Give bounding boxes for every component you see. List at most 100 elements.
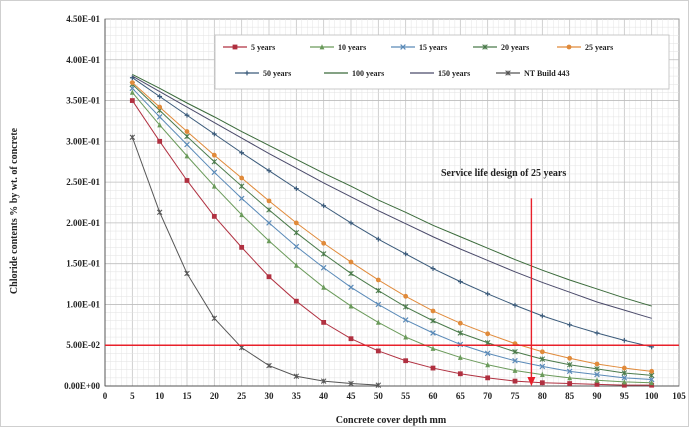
series-line — [132, 77, 652, 348]
x-tick-label: 80 — [538, 391, 548, 401]
data-point — [321, 319, 327, 325]
x-tick-label: 40 — [319, 391, 329, 401]
series-line — [131, 83, 652, 376]
legend-entry-nt-build-443: NT Build 443 — [496, 69, 570, 78]
data-point — [321, 284, 327, 290]
data-point — [566, 368, 573, 375]
data-point — [184, 141, 190, 148]
data-point — [375, 348, 381, 354]
data-point — [375, 382, 382, 388]
series-50-years — [129, 75, 655, 350]
x-tick-label: 15 — [183, 391, 193, 401]
data-point — [485, 375, 491, 381]
legend-swatch-marker — [232, 44, 238, 50]
series-nt-build-443 — [129, 134, 382, 388]
data-point — [430, 330, 436, 336]
data-point — [348, 336, 354, 342]
data-point — [648, 372, 655, 379]
y-tick-label: 2.00E-01 — [66, 218, 100, 228]
series-5-years — [129, 98, 655, 388]
legend-entry-20-years: 20 years — [473, 43, 529, 52]
data-point — [621, 365, 627, 371]
data-point — [375, 319, 381, 325]
data-point — [320, 251, 327, 257]
data-point — [649, 382, 655, 388]
data-point — [430, 308, 436, 314]
data-point — [238, 344, 245, 351]
y-tick-label: 1.50E-01 — [66, 259, 100, 269]
data-point — [156, 114, 163, 120]
x-tick-label: 35 — [292, 391, 302, 401]
series-line — [131, 82, 652, 372]
data-point — [321, 240, 327, 246]
annotation-arrowhead — [527, 377, 536, 386]
x-tick-label: 75 — [511, 391, 521, 401]
data-point — [539, 363, 546, 370]
x-tick-label: 60 — [429, 391, 439, 401]
legend-swatch-marker — [482, 44, 488, 50]
x-tick-label: 70 — [483, 391, 493, 401]
data-point — [457, 279, 463, 285]
data-point — [375, 277, 381, 283]
series-line — [131, 87, 652, 380]
y-tick-label: 1.00E-01 — [66, 299, 100, 309]
data-point — [567, 381, 573, 386]
data-point — [129, 98, 135, 103]
series-line — [132, 74, 652, 307]
data-point — [621, 337, 627, 343]
legend-entry-150-years: 150 years — [410, 69, 470, 78]
data-point — [238, 195, 245, 202]
data-point — [238, 183, 245, 189]
data-point — [430, 365, 436, 371]
axes: 0 5 10 15 20 25 30 35 40 45 50 55 60 65 70 75 80 85 90 95 10… — [64, 14, 686, 401]
x-tick-label: 85 — [565, 391, 575, 401]
legend: 5 years 10 years 15 years 20 years 25 years 5… — [214, 34, 670, 90]
data-point — [648, 376, 655, 383]
data-point — [157, 94, 163, 99]
data-point — [184, 112, 190, 118]
legend-swatch-marker — [505, 70, 511, 76]
data-point — [157, 138, 163, 144]
series-20-years — [129, 81, 655, 379]
series-line — [131, 92, 652, 384]
legend-swatch-marker — [400, 44, 406, 50]
data-point — [320, 264, 327, 271]
legend-entry-100-years: 100 years — [324, 69, 384, 78]
data-point — [266, 168, 272, 174]
data-point — [239, 211, 245, 218]
series-10-years — [129, 89, 655, 386]
data-point — [621, 379, 627, 385]
data-point — [184, 133, 190, 140]
data-point — [348, 259, 354, 265]
data-point — [621, 375, 628, 381]
legend-swatch-marker — [244, 70, 250, 76]
data-point — [129, 89, 135, 95]
x-tick-label: 45 — [347, 391, 357, 401]
x-tick-label: 55 — [401, 391, 411, 401]
data-point — [211, 183, 217, 189]
series-25-years — [129, 80, 655, 374]
data-point — [184, 129, 190, 134]
legend-label: 25 years — [585, 43, 613, 52]
legend-label: 10 years — [338, 43, 366, 52]
series-100-years — [132, 74, 652, 307]
x-tick-label: 105 — [672, 391, 686, 401]
x-axis-title: Concrete cover depth mm — [336, 415, 447, 426]
y-tick-label: 2.50E-01 — [66, 177, 100, 187]
data-point — [266, 237, 272, 244]
data-point — [457, 341, 464, 348]
data-point — [293, 186, 299, 192]
data-point — [211, 213, 217, 219]
x-tick-label: 95 — [620, 391, 630, 401]
data-point — [539, 356, 546, 362]
y-axis-title: Chloride contents % by wt. of concrete — [9, 127, 20, 294]
legend-swatch-marker — [319, 44, 325, 50]
data-point — [594, 330, 600, 336]
data-point — [512, 348, 518, 355]
data-point — [430, 345, 436, 351]
data-point — [239, 175, 245, 181]
data-point — [266, 220, 272, 226]
data-point — [266, 362, 272, 369]
legend-label: 150 years — [438, 69, 470, 78]
